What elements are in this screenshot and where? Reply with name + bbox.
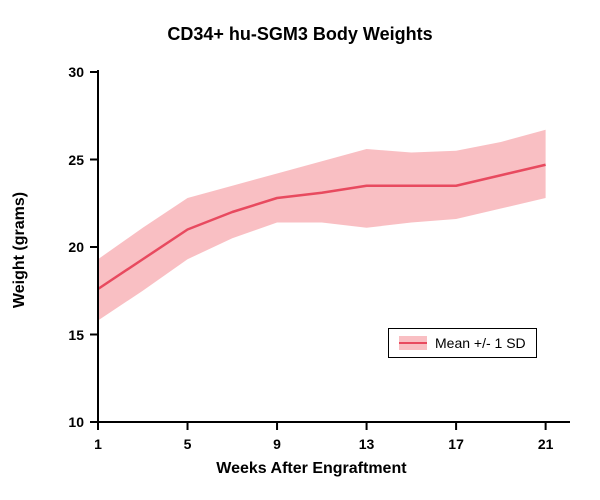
plot-area [36, 60, 588, 447]
y-tick-label: 10 [68, 414, 84, 430]
chart-title: CD34+ hu-SGM3 Body Weights [0, 24, 600, 45]
legend: Mean +/- 1 SD [388, 328, 537, 358]
x-tick-label: 9 [273, 436, 281, 452]
legend-label: Mean +/- 1 SD [435, 335, 526, 351]
y-tick-label: 25 [68, 152, 84, 168]
x-tick-label: 5 [184, 436, 192, 452]
x-tick-label: 17 [448, 436, 464, 452]
x-tick-label: 21 [538, 436, 554, 452]
chart-svg [36, 60, 588, 442]
x-tick-label: 1 [94, 436, 102, 452]
legend-swatch [399, 336, 427, 350]
y-tick-label: 15 [68, 327, 84, 343]
y-tick-label: 30 [68, 64, 84, 80]
x-axis-label: Weeks After Engraftment [216, 460, 406, 478]
x-tick-label: 13 [359, 436, 375, 452]
chart-container: CD34+ hu-SGM3 Body Weights Weight (grams… [0, 0, 600, 500]
y-axis-label: Weight (grams) [11, 192, 29, 308]
sd-band [98, 130, 546, 321]
y-tick-label: 20 [68, 239, 84, 255]
